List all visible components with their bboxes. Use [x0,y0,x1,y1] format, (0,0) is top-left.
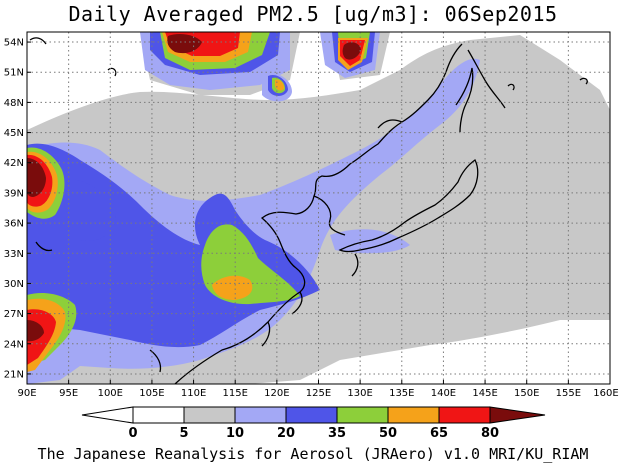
colorbar [81,406,546,424]
lat-tick-label: 36N [4,219,24,230]
lat-tick-label: 24N [4,339,24,350]
colorbar-label: 50 [379,426,397,441]
lon-tick-label: 105E [139,388,164,399]
colorbar-swatch [183,406,236,424]
frame-ticks [27,41,569,384]
latitude-labels: 21N 24N 27N 30N 33N 36N 39N 42N 45N 48N … [4,38,24,381]
colorbar-label: 10 [226,426,244,441]
lat-tick-label: 48N [4,98,24,109]
colorbar-low-triangle [81,406,134,424]
lat-tick-label: 54N [4,38,24,49]
lat-tick-label: 33N [4,249,24,260]
colorbar-swatch [336,406,389,424]
longitude-labels: 90E 95E 100E 105E 110E 115E 120E 125E 13… [17,388,618,399]
colorbar-label: 20 [277,426,295,441]
colorbar-label: 80 [481,426,499,441]
colorbar-label: 65 [430,426,448,441]
lon-tick-label: 160E [593,388,618,399]
lon-tick-label: 140E [431,388,456,399]
coastlines [29,37,588,384]
colorbar-labels: 0 5 10 20 35 50 65 80 [128,426,499,441]
lon-tick-label: 155E [556,388,581,399]
graticule [27,32,610,384]
lat-tick-label: 42N [4,158,24,169]
lat-tick-label: 39N [4,188,24,199]
lon-tick-label: 135E [389,388,414,399]
lat-tick-label: 45N [4,128,24,139]
colorbar-label: 0 [128,426,137,441]
lon-tick-label: 130E [347,388,372,399]
colorbar-swatch [132,406,185,424]
lat-tick-label: 21N [4,369,24,380]
colorbar-high-triangle [489,406,546,424]
lon-tick-label: 110E [181,388,206,399]
lon-tick-label: 150E [514,388,539,399]
lat-tick-label: 30N [4,279,24,290]
colorbar-label: 35 [328,426,346,441]
lon-tick-label: 120E [264,388,289,399]
lon-tick-label: 115E [223,388,248,399]
lon-tick-label: 125E [306,388,331,399]
colorbar-swatch [234,406,287,424]
lon-tick-label: 95E [59,388,78,399]
lat-tick-label: 27N [4,309,24,320]
credit-footer: The Japanese Reanalysis for Aerosol (JRA… [37,445,589,463]
lat-tick-label: 51N [4,68,24,79]
lon-tick-label: 145E [472,388,497,399]
lon-tick-label: 90E [17,388,36,399]
lon-tick-label: 100E [98,388,123,399]
colorbar-swatch [438,406,491,424]
colorbar-label: 5 [179,426,188,441]
pm25-field [27,32,610,384]
colorbar-swatch [285,406,338,424]
map-title: Daily Averaged PM2.5 [ug/m3]: 06Sep2015 [68,2,558,26]
colorbar-swatch [387,406,440,424]
